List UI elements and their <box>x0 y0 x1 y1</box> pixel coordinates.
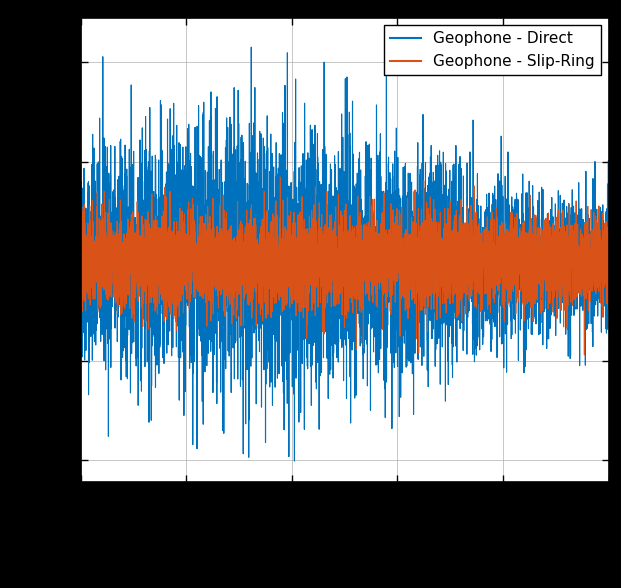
Geophone - Direct <box>173 217 180 224</box>
Geophone - Slip-Ring <box>279 226 286 233</box>
Geophone - Direct <box>279 142 286 149</box>
Geophone - Slip-Ring <box>581 352 588 359</box>
Geophone - Slip-Ring <box>77 268 84 275</box>
Geophone - Slip-Ring <box>511 245 519 252</box>
Geophone - Slip-Ring <box>420 303 428 310</box>
Geophone - Slip-Ring <box>471 261 478 268</box>
Geophone - Direct <box>77 233 84 240</box>
Legend: Geophone - Direct, Geophone - Slip-Ring: Geophone - Direct, Geophone - Slip-Ring <box>384 25 601 75</box>
Geophone - Direct <box>471 345 479 352</box>
Geophone - Slip-Ring <box>394 208 401 215</box>
Geophone - Direct <box>383 35 390 42</box>
Geophone - Direct <box>420 204 428 211</box>
Geophone - Slip-Ring <box>173 218 180 225</box>
Geophone - Direct <box>605 285 612 292</box>
Geophone - Direct <box>291 457 298 465</box>
Geophone - Direct <box>511 199 519 206</box>
Geophone - Slip-Ring <box>605 242 612 249</box>
Geophone - Direct <box>394 363 401 370</box>
Line: Geophone - Slip-Ring: Geophone - Slip-Ring <box>81 177 609 355</box>
Line: Geophone - Direct: Geophone - Direct <box>81 39 609 461</box>
Geophone - Slip-Ring <box>277 173 284 181</box>
